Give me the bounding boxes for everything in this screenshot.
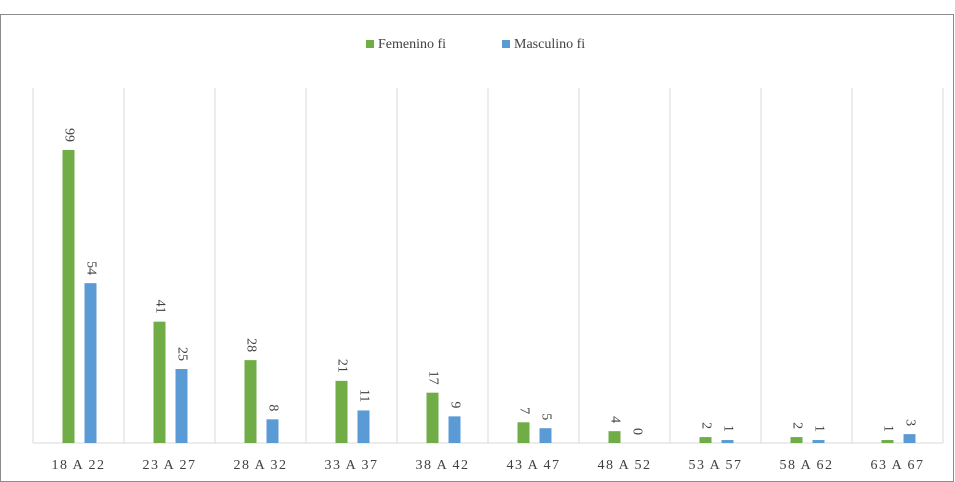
data-label: 5	[538, 413, 553, 420]
bar	[84, 283, 97, 443]
x-tick-label: 48 A 52	[597, 458, 651, 473]
data-label: 9	[447, 401, 462, 408]
bar	[175, 369, 188, 443]
data-label: 7	[516, 407, 531, 414]
data-label: 11	[356, 389, 371, 402]
data-label: 2	[789, 422, 804, 429]
x-tick-label: 18 A 22	[51, 458, 105, 473]
data-label: 1	[880, 425, 895, 432]
data-label: 3	[902, 419, 917, 426]
bar	[812, 440, 825, 443]
bar	[448, 416, 461, 443]
data-label: 54	[83, 261, 98, 275]
bar	[517, 422, 530, 443]
bar	[608, 431, 621, 443]
x-tick-label: 43 A 47	[506, 458, 560, 473]
chart-border	[0, 14, 954, 482]
x-tick-label: 38 A 42	[415, 458, 469, 473]
data-label: 41	[152, 300, 167, 314]
legend-label: Femenino fi	[378, 37, 446, 52]
data-label: 99	[61, 128, 76, 142]
legend-label: Masculino fi	[514, 37, 585, 52]
bar	[699, 437, 712, 443]
x-tick-label: 53 A 57	[688, 458, 742, 473]
data-label: 2	[698, 422, 713, 429]
bar	[881, 440, 894, 443]
data-label: 25	[174, 347, 189, 361]
legend-swatch	[366, 40, 374, 48]
data-label: 1	[811, 425, 826, 432]
data-label: 8	[265, 404, 280, 411]
bar	[539, 428, 552, 443]
bar	[244, 360, 257, 443]
data-label: 1	[720, 425, 735, 432]
bar	[153, 321, 166, 443]
x-tick-label: 58 A 62	[779, 458, 833, 473]
x-tick-label: 23 A 27	[142, 458, 196, 473]
bar	[266, 419, 279, 443]
legend-swatch	[502, 40, 510, 48]
data-label: 4	[607, 416, 622, 423]
x-tick-label: 33 A 37	[324, 458, 378, 473]
bar	[335, 380, 348, 443]
x-tick-label: 63 A 67	[870, 458, 924, 473]
bar	[357, 410, 370, 443]
bar	[721, 440, 734, 443]
bar	[903, 434, 916, 443]
data-label: 17	[425, 371, 440, 385]
x-tick-label: 28 A 32	[233, 458, 287, 473]
data-label: 21	[334, 359, 349, 373]
bar	[426, 392, 439, 443]
bar	[790, 437, 803, 443]
data-label: 0	[629, 428, 644, 435]
data-label: 28	[243, 338, 258, 352]
bar	[62, 149, 75, 443]
